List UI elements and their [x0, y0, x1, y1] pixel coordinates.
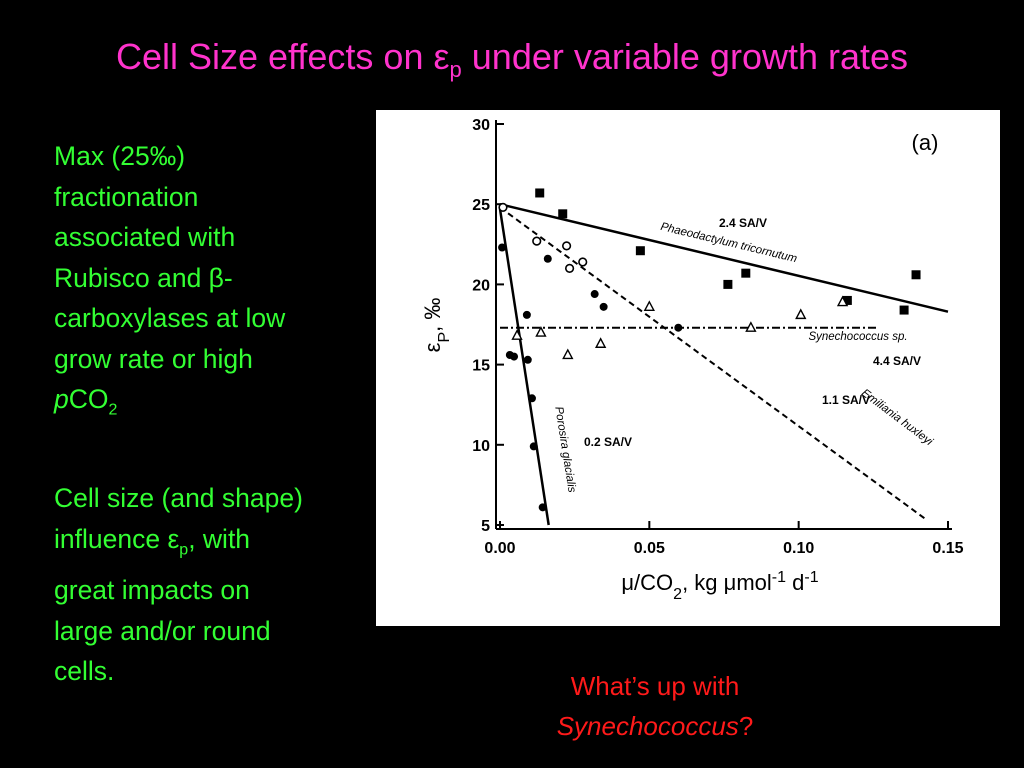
- point: [836, 295, 849, 307]
- point: [578, 257, 588, 267]
- point: [564, 263, 575, 273]
- point: [522, 310, 531, 319]
- y-tick-label: 30: [472, 117, 490, 134]
- y-tick-label: 10: [472, 438, 490, 455]
- point: [535, 326, 547, 337]
- x-axis-title-part: 2: [673, 586, 682, 603]
- point: [599, 302, 608, 311]
- y-tick-label: 15: [472, 358, 490, 375]
- fit-line: [499, 202, 949, 313]
- size-label: 1.1 SA/V: [822, 393, 870, 407]
- point: [538, 503, 547, 512]
- x-axis-title-part: , kg μmol: [682, 570, 772, 595]
- caption-italic: Synechococcus: [556, 711, 739, 741]
- caption-text: What’s up with: [570, 671, 740, 701]
- slide-title: Cell Size effects on εp under variable g…: [0, 36, 1024, 83]
- y-tick-label: 5: [481, 518, 490, 535]
- bullet-text: Max (25‰) fractionation associated with …: [54, 141, 286, 374]
- point: [562, 241, 572, 251]
- y-tick-label: 20: [472, 277, 490, 294]
- title-subscript: p: [449, 57, 462, 83]
- panel-label: (a): [912, 130, 939, 155]
- caption-text: ?: [738, 711, 754, 741]
- point: [899, 305, 909, 315]
- point: [498, 243, 507, 252]
- title-text: under variable growth rates: [461, 36, 909, 77]
- point: [635, 246, 645, 256]
- size-label: 0.2 SA/V: [584, 435, 632, 449]
- point: [535, 188, 545, 198]
- point: [741, 268, 751, 278]
- title-symbol: ε: [433, 36, 450, 77]
- bullet-symbol: ε: [167, 523, 180, 554]
- line-label: Synechococcus sp.: [808, 331, 907, 343]
- point: [594, 337, 607, 348]
- point: [562, 348, 574, 360]
- point: [529, 442, 538, 451]
- bullet-text: Cell size (and shape) influence: [54, 483, 303, 554]
- point: [510, 352, 519, 361]
- fit-line: [498, 208, 550, 526]
- point: [498, 202, 508, 213]
- point: [911, 270, 921, 280]
- point: [745, 321, 757, 332]
- x-axis-title-part: d: [786, 570, 804, 595]
- y-tick-label: 25: [472, 197, 490, 214]
- point: [795, 308, 807, 320]
- bullet-text: , with great impacts on large and/or rou…: [54, 523, 271, 687]
- bullet-subscript: p: [179, 540, 189, 558]
- title-text: Cell Size effects on: [115, 36, 434, 77]
- caption: What’s up with Synechococcus?: [500, 666, 810, 746]
- y-axis-title: εP, ‰: [420, 298, 453, 353]
- y-axis-title-part: ε: [420, 342, 445, 352]
- x-axis-title: μ/CO2, kg μmol-1 d-1: [621, 569, 818, 603]
- point: [674, 323, 683, 332]
- point: [511, 329, 523, 340]
- point: [842, 295, 852, 305]
- point: [723, 279, 733, 289]
- point: [543, 254, 552, 263]
- x-tick-label: 0.10: [783, 540, 814, 557]
- bullet: Cell size (and shape) influence εp, with…: [54, 478, 309, 692]
- y-axis-title-part: P: [436, 332, 453, 343]
- bullet: Max (25‰) fractionation associated with …: [54, 136, 309, 431]
- bullet-italic: p: [54, 384, 69, 414]
- size-label: 2.4 SA/V: [719, 216, 767, 230]
- x-tick-label: 0.15: [932, 540, 963, 557]
- size-label: 4.4 SA/V: [873, 354, 921, 368]
- x-axis-title-part: -1: [804, 569, 818, 586]
- point: [590, 290, 599, 299]
- x-tick-label: 0.05: [634, 540, 665, 557]
- bullet-subscript: 2: [108, 401, 118, 419]
- x-tick-label: 0.00: [484, 540, 515, 557]
- point: [523, 355, 532, 364]
- bullet-text: CO: [68, 384, 109, 414]
- fit-line: [499, 206, 928, 521]
- point: [558, 209, 568, 219]
- x-axis-title-part: -1: [772, 569, 786, 586]
- x-axis-title-part: μ/CO: [621, 570, 673, 595]
- y-axis-title-part: , ‰: [420, 298, 445, 332]
- point: [527, 394, 536, 403]
- point: [643, 300, 655, 312]
- point: [532, 236, 542, 246]
- chart-background: [376, 110, 1000, 626]
